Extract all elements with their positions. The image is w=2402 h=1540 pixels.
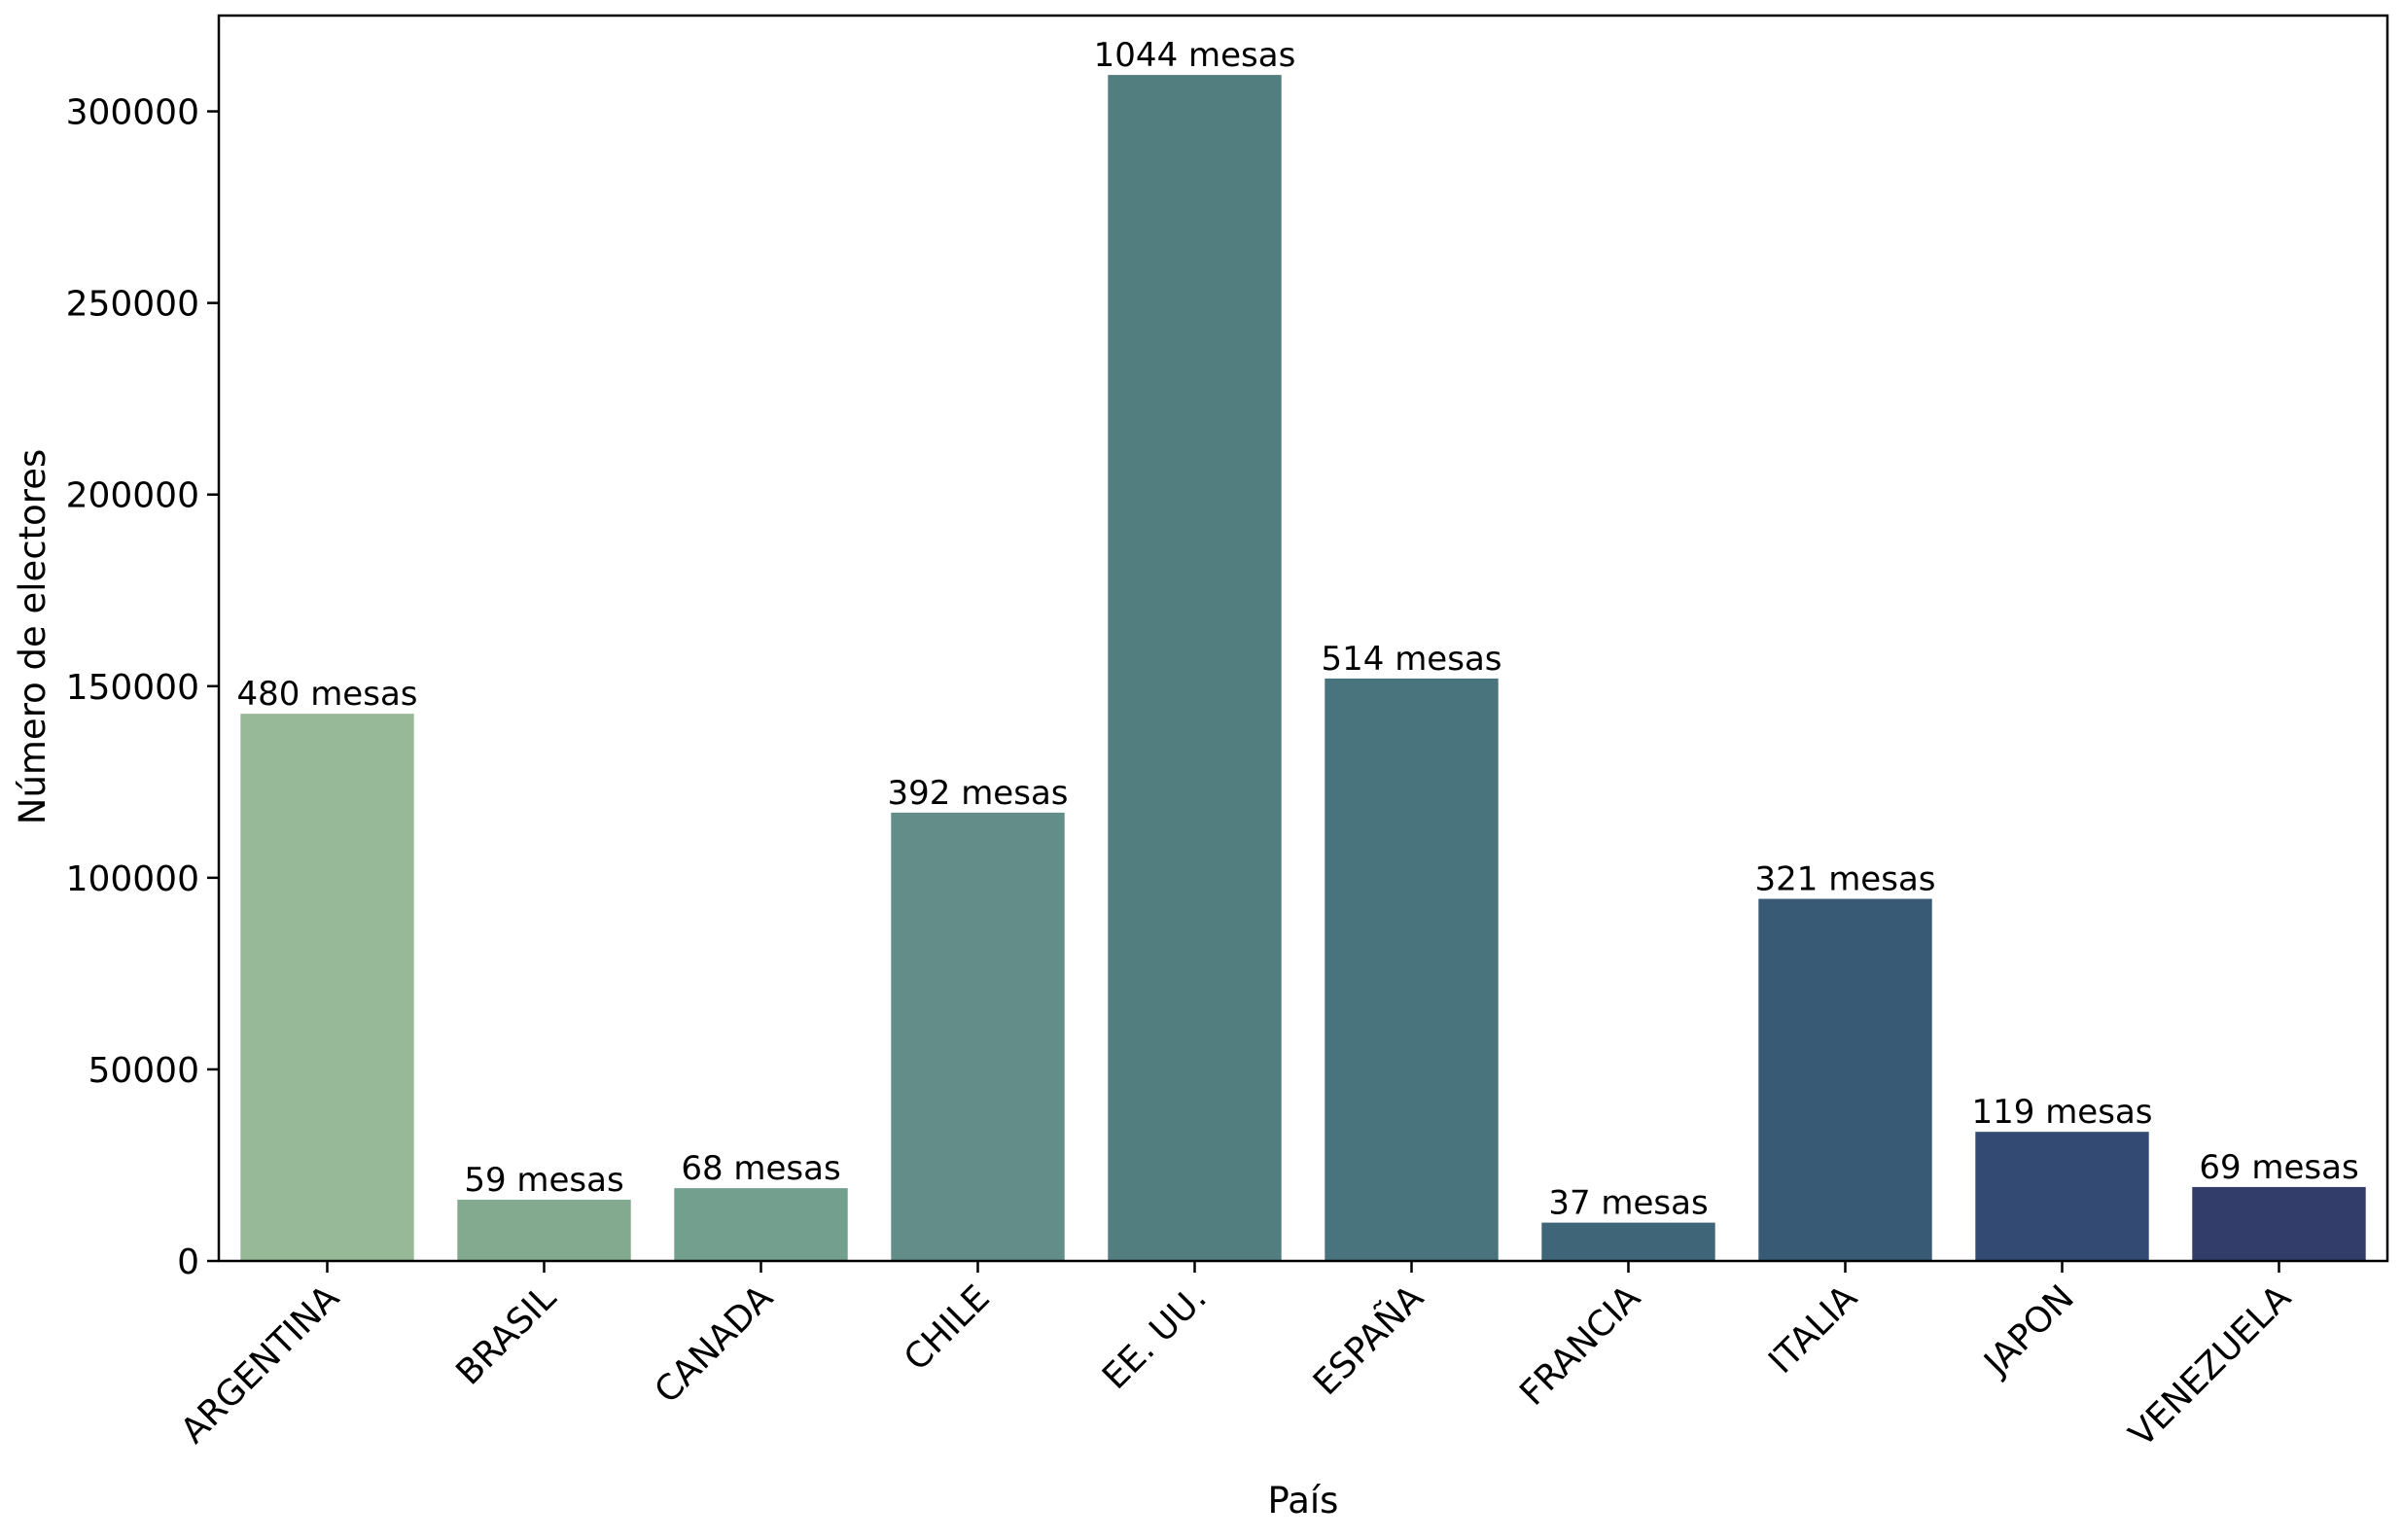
y-tick-label: 300000 [66, 93, 199, 133]
x-tick-label: JAPON [1976, 1278, 2082, 1383]
y-tick-label: 50000 [88, 1051, 199, 1091]
bar-value-label: 37 mesas [1548, 1184, 1708, 1223]
x-tick-label: ESPAÑA [1305, 1277, 1431, 1403]
bar-2 [674, 1188, 848, 1261]
bar-value-label: 514 mesas [1321, 640, 1501, 679]
y-tick-label: 100000 [66, 859, 199, 899]
x-tick-label: ARGENTINA [173, 1278, 347, 1452]
x-tick-label: CHILE [897, 1278, 998, 1379]
bar-6 [1541, 1222, 1715, 1261]
plot-frame [217, 14, 2389, 1263]
y-tick-label: 200000 [66, 476, 199, 516]
bar-value-label: 69 mesas [2199, 1148, 2358, 1187]
bar-4 [1108, 75, 1282, 1261]
y-axis: 0 50000 100000 150000 200000 250000 300000 [66, 93, 219, 1282]
y-tick-label: 150000 [66, 668, 199, 708]
bar-value-label: 1044 mesas [1094, 36, 1296, 75]
x-tick-label: BRASIL [448, 1278, 563, 1392]
bar-value-label: 119 mesas [1971, 1093, 2152, 1132]
bar-1 [457, 1199, 631, 1261]
y-tick-label: 0 [177, 1242, 199, 1282]
bar-value-label: 59 mesas [464, 1161, 623, 1200]
bar-5 [1325, 678, 1499, 1261]
bar-9 [2192, 1186, 2366, 1261]
x-tick-label: FRANCIA [1512, 1278, 1648, 1414]
bar-0 [240, 714, 414, 1261]
bar-8 [1975, 1132, 2149, 1261]
bars-group [240, 75, 2366, 1261]
bar-value-label: 480 mesas [236, 675, 417, 714]
bar-7 [1758, 898, 1932, 1261]
x-axis-label: País [1268, 1480, 1339, 1522]
bar-3 [891, 812, 1065, 1261]
x-tick-label: ITALIA [1761, 1278, 1865, 1382]
bar-labels-group: 480 mesas 59 mesas 68 mesas 392 mesas 1044 m… [236, 36, 2358, 1222]
x-tick-label: VENEZUELA [2122, 1278, 2299, 1454]
x-tick-label: CANADA [648, 1278, 781, 1411]
bar-value-label: 321 mesas [1754, 860, 1935, 899]
bar-value-label: 392 mesas [887, 774, 1068, 813]
y-tick-label: 250000 [66, 285, 199, 325]
y-axis-label: Número de electores [12, 449, 53, 824]
x-tick-label: EE. UU. [1095, 1278, 1215, 1397]
x-axis: ARGENTINA BRASIL CANADA CHILE EE. UU. ESPAÑA F… [173, 1261, 2299, 1454]
bar-value-label: 68 mesas [681, 1149, 840, 1188]
